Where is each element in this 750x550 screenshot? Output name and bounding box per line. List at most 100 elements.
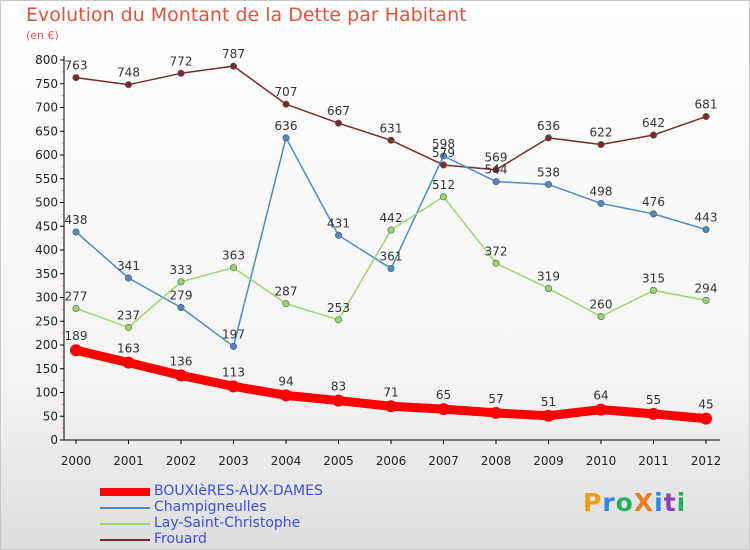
logo-letter: t [663, 488, 677, 517]
y-tick-label: 650 [35, 124, 58, 138]
data-point [334, 231, 342, 239]
data-point [649, 210, 657, 218]
data-point [125, 274, 133, 282]
data-label: 136 [170, 354, 193, 368]
data-label: 333 [170, 263, 193, 277]
series-line-1 [75, 137, 707, 348]
data-point [702, 226, 710, 234]
y-tick-label: 150 [35, 362, 58, 376]
legend-swatch [100, 488, 150, 496]
data-point [282, 100, 290, 108]
chart-title: Evolution du Montant de la Dette par Hab… [26, 4, 467, 26]
data-point [439, 193, 447, 201]
data-point [702, 296, 710, 304]
legend-label: BOUXIèRES-AUX-DAMES [154, 483, 323, 499]
x-tick-label: 2011 [638, 454, 669, 468]
x-tick-label: 2001 [113, 454, 144, 468]
y-tick-label: 550 [35, 172, 58, 186]
data-label: 65 [436, 388, 451, 402]
data-point [387, 226, 395, 234]
data-point [230, 342, 238, 350]
data-label: 438 [65, 213, 88, 227]
data-point [387, 136, 395, 144]
data-point [544, 180, 552, 188]
data-point [282, 134, 290, 142]
data-point [597, 312, 605, 320]
data-point [70, 344, 82, 357]
data-point [490, 406, 502, 419]
data-point [125, 81, 133, 89]
data-label: 279 [170, 288, 193, 302]
legend-item-champigneulles: Champigneulles [100, 499, 420, 516]
data-label: 636 [275, 119, 298, 133]
data-label: 748 [117, 66, 140, 80]
data-point [387, 265, 395, 273]
axes: 0 50 100 150 200 250 300 350 400 450 500 550 600 650 7… [35, 53, 721, 468]
x-tick-label: 2005 [323, 454, 354, 468]
data-point [125, 323, 133, 331]
series-line-3 [75, 65, 707, 171]
data-point [334, 119, 342, 127]
y-tick-label: 250 [35, 314, 58, 328]
data-label: 163 [117, 342, 140, 356]
logo-letter: o [615, 488, 634, 517]
data-label: 113 [222, 365, 245, 379]
data-label: 707 [275, 85, 298, 99]
data-point [72, 304, 80, 312]
data-label: 189 [65, 329, 88, 343]
data-label: 71 [383, 385, 398, 399]
data-label: 443 [695, 211, 718, 225]
data-label: 538 [537, 165, 560, 179]
legend-swatch [100, 507, 150, 509]
y-tick-label: 700 [35, 101, 58, 115]
data-label: 772 [170, 54, 193, 68]
x-tick-label: 2007 [428, 454, 459, 468]
x-tick-label: 2000 [61, 454, 92, 468]
x-tick-label: 2002 [166, 454, 197, 468]
data-point [437, 403, 450, 416]
data-label: 598 [432, 137, 455, 151]
y-tick-label: 600 [35, 148, 58, 162]
data-label: 667 [327, 104, 350, 118]
logo-letter: r [602, 488, 616, 517]
data-label: 681 [695, 98, 718, 112]
x-tick-label: 2009 [533, 454, 564, 468]
legend-label: Lay-Saint-Christophe [154, 515, 301, 531]
logo-letter: P [583, 488, 603, 517]
y-tick-label: 450 [35, 219, 58, 233]
data-point [175, 369, 187, 382]
data-point [230, 62, 238, 70]
data-point [595, 403, 607, 416]
data-label: 372 [485, 244, 508, 258]
data-point [649, 131, 657, 139]
data-point [597, 199, 605, 207]
data-point [230, 264, 238, 272]
data-label: 51 [541, 395, 556, 409]
y-tick-label: 350 [35, 267, 58, 281]
data-label: 55 [646, 393, 661, 407]
y-tick-label: 100 [35, 386, 58, 400]
data-label: 57 [488, 392, 503, 406]
data-point [227, 380, 240, 393]
data-label: 498 [590, 184, 613, 198]
data-point [72, 74, 80, 82]
x-tick-label: 2010 [586, 454, 617, 468]
data-point [702, 113, 710, 121]
data-label: 253 [327, 301, 350, 315]
proxiti-logo: ProXiti [583, 488, 686, 517]
y-tick-label: 400 [35, 243, 58, 257]
data-point [72, 228, 80, 236]
data-point [544, 284, 552, 292]
data-label: 442 [380, 211, 403, 225]
data-point [332, 394, 345, 407]
legend-swatch [100, 539, 150, 541]
data-point [647, 407, 660, 420]
data-label: 287 [275, 285, 298, 299]
x-tick-label: 2006 [376, 454, 407, 468]
data-label: 94 [278, 374, 293, 388]
series-points [70, 62, 712, 425]
x-tick-label: 2008 [481, 454, 512, 468]
data-label: 787 [222, 47, 245, 61]
data-label: 361 [380, 250, 403, 264]
data-label: 579 [432, 146, 455, 160]
